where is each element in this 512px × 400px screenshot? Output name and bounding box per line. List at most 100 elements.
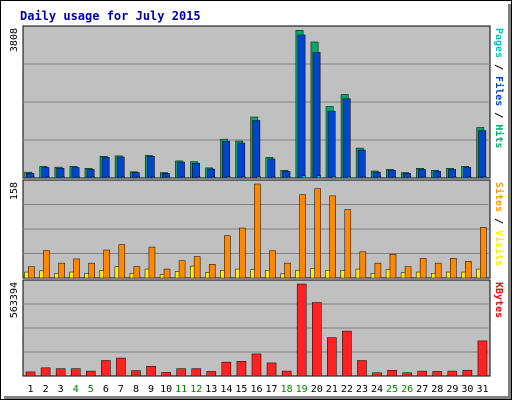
bar-pages [407, 176, 412, 179]
bar-sites [404, 266, 412, 279]
bar-sites [374, 262, 382, 279]
bar-kbytes [432, 371, 443, 377]
day-label: 5 [88, 384, 94, 395]
day-label: 2 [43, 384, 49, 395]
bar-sites [224, 235, 231, 279]
bar-pages [316, 175, 321, 179]
panel-pages-files-hits: 3808 Pages / Files / Hits [9, 25, 505, 179]
bar-pages [151, 176, 156, 179]
bar-sites [314, 188, 321, 279]
bar-files [448, 169, 456, 179]
bar-files [162, 173, 170, 179]
bar-files [41, 167, 50, 179]
panels-group: 3808 Pages / Files / Hits 158 Sites / Visit… [9, 25, 505, 377]
bar-kbytes [402, 372, 412, 377]
bar-kbytes [296, 283, 307, 377]
bar-pages [120, 176, 126, 179]
side-label-part: Pages [493, 28, 504, 58]
bar-files [26, 173, 35, 179]
day-label: 17 [266, 384, 278, 395]
bar-sites [419, 258, 427, 279]
bar-files [56, 168, 65, 179]
bar-kbytes [86, 370, 96, 377]
side-label-part: Files [493, 76, 505, 106]
bar-kbytes [236, 361, 247, 377]
day-label: 11 [175, 384, 187, 395]
bar-sites [163, 268, 171, 279]
bar-pages [377, 176, 382, 179]
x-axis-labels: 1 2 3 4 5 6 7 8 9 10 11 12 13 14 15 16 17 18 19 20 21 22 23 24 2… [28, 384, 489, 395]
bar-files [207, 168, 215, 179]
day-label: 18 [281, 384, 293, 395]
bar-pages [271, 176, 276, 179]
bar-pages [256, 176, 261, 179]
bar-files [433, 171, 441, 179]
chart-title: Daily usage for July 2015 [20, 9, 201, 23]
bar-pages [361, 176, 367, 179]
day-label: 22 [341, 384, 353, 395]
day-label: 8 [133, 384, 139, 395]
bar-files [86, 169, 95, 179]
bar-kbytes [387, 370, 397, 377]
panel-side-label: Pages / Files / Hits [493, 28, 505, 148]
bar-pages [422, 176, 427, 179]
bar-pages [90, 176, 95, 179]
bar-pages [241, 176, 246, 179]
bar-kbytes [266, 362, 277, 377]
bar-sites [344, 209, 352, 279]
bar-sites [133, 266, 141, 279]
day-label: 13 [205, 384, 217, 395]
day-label: 29 [446, 384, 458, 395]
bar-files [282, 171, 291, 179]
bar-pages [286, 176, 291, 179]
side-label-part: KBytes [493, 282, 504, 318]
bar-files [297, 34, 306, 179]
panel-side-label: Sites / Visits [493, 182, 505, 266]
bar-pages [166, 176, 171, 179]
bar-pages [75, 176, 80, 179]
bar-sites [58, 262, 65, 279]
bar-pages [392, 176, 397, 179]
day-label: 1 [28, 384, 34, 395]
day-label: 3 [58, 384, 64, 395]
bar-sites [480, 227, 487, 279]
bar-files [71, 167, 80, 179]
bar-pages [437, 176, 442, 179]
bar-files [252, 120, 261, 179]
day-label: 28 [431, 384, 443, 395]
day-label: 14 [220, 384, 232, 395]
bar-sites [208, 264, 216, 279]
bar-sites [389, 253, 397, 279]
bar-files [237, 142, 246, 179]
bar-pages [30, 176, 35, 179]
bar-kbytes [342, 330, 352, 377]
bar-files [101, 157, 110, 179]
frame-shadow-right [508, 4, 511, 399]
day-label: 10 [160, 384, 172, 395]
bar-pages [181, 176, 186, 179]
bar-files [478, 130, 487, 179]
day-label: 26 [401, 384, 413, 395]
day-label: 19 [296, 384, 308, 395]
bar-kbytes [372, 372, 382, 377]
bar-pages [346, 176, 351, 179]
bar-pages [452, 176, 457, 179]
bar-pages [135, 176, 141, 179]
day-label: 15 [235, 384, 247, 395]
bar-files [222, 141, 231, 179]
day-label: 4 [73, 384, 79, 395]
bar-kbytes [25, 371, 36, 377]
bar-files [372, 171, 381, 179]
side-label-part: / [493, 212, 504, 230]
bar-sites [465, 261, 472, 279]
bar-pages [60, 176, 65, 179]
bar-pages [226, 176, 231, 179]
day-label: 31 [476, 384, 488, 395]
bar-sites [103, 249, 111, 279]
panel-max-label: 3808 [9, 28, 20, 52]
day-label: 12 [190, 384, 202, 395]
bar-kbytes [311, 302, 322, 377]
bar-sites [118, 244, 126, 279]
bar-kbytes [281, 370, 292, 377]
